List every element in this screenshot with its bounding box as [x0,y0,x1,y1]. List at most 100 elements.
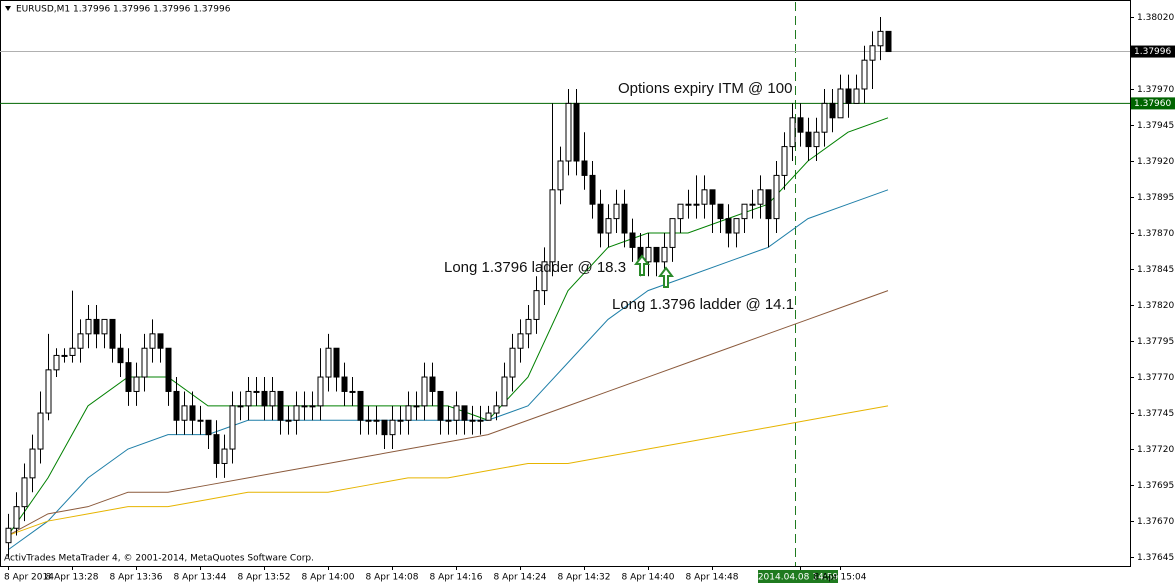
candle-body [349,390,356,393]
candle-body [613,203,620,220]
candle-body [285,419,292,422]
candle-body [381,419,388,436]
candle-body [437,390,444,421]
chart-title: EURUSD,M1 1.37996 1.37996 1.37996 1.3799… [16,5,231,15]
candle-body [269,390,276,407]
candle-body [245,390,252,407]
y-tick-label: 1.37770 [1137,373,1174,383]
candle-body [69,347,76,356]
x-tick-label: 8 Apr 14:16 [430,573,483,583]
y-tick-label: 1.37645 [1137,553,1174,563]
y-tick-label: 1.38020 [1137,13,1174,23]
candle-body [309,405,316,408]
candle-body [829,102,836,119]
candle-body [133,376,140,392]
candle-body [541,261,548,292]
x-tick-label: 8 Apr 14:48 [686,573,739,583]
candle-body [45,369,52,414]
menu-triangle [5,6,11,11]
candle-body [589,174,596,205]
candle-body [813,131,820,148]
candle-body [597,203,604,234]
candle-body [37,412,44,450]
y-tick-label: 1.37870 [1137,229,1174,239]
candle-body [469,419,476,422]
plot-frame [0,0,1131,567]
y-tick-label: 1.37920 [1137,157,1174,167]
candle-body [709,189,716,205]
candle-body [677,203,684,220]
y-tick-label: 1.37795 [1137,337,1174,347]
candle-body [277,390,284,421]
candle-body [525,318,532,335]
candle-body [725,218,732,234]
candle-body [501,376,508,407]
candle-body [557,160,564,191]
candle-body [493,405,500,414]
x-tick-label: 8 Apr 15:04 [814,573,867,583]
candle-body [149,333,156,349]
candle-body [765,189,772,220]
footer: ActivTrades MetaTrader 4, © 2001-2014, M… [4,554,314,564]
candle-body [109,318,116,349]
candle-body [789,117,796,148]
candle-body [565,102,572,162]
candle-body [93,318,100,335]
candle-body [605,218,612,234]
candle-body [341,376,348,392]
candle-body [5,527,12,544]
candle-body [717,203,724,220]
candle-body [21,477,28,508]
bid-label: 1.37996 [1134,47,1171,57]
candle-body [853,88,860,104]
candle-body [117,347,124,364]
candle-body [421,376,428,407]
candle-body [237,405,244,408]
candle-body [581,160,588,176]
candle-body [301,405,308,408]
candle-body [405,405,412,421]
x-tick-label: 8 Apr 14:24 [494,573,547,583]
candle-body [653,246,660,263]
candle-body [29,448,36,479]
y-tick-label: 1.37745 [1137,409,1174,419]
candle-body [333,347,340,378]
candle-body [517,333,524,349]
candle-body [429,376,436,392]
x-tick-label: 2014.04.08 14:59 [758,573,839,583]
annotation: Long 1.3796 ladder @ 18.3 [444,259,626,276]
candle-body [749,203,756,206]
candle-body [693,203,700,206]
candle-body [173,390,180,421]
candle-body [53,354,60,371]
candle-body [293,405,300,421]
x-tick-label: 8 Apr 14:08 [366,573,419,583]
candle-body [861,59,868,90]
candle-body [365,419,372,422]
annotation: Options expiry ITM @ 100 [618,80,792,97]
candle-body [157,333,164,349]
candle-body [869,45,876,61]
x-tick-label: 8 Apr 14:32 [558,573,611,583]
candle-body [669,218,676,248]
y-tick-label: 1.37670 [1137,517,1174,527]
candle-body [629,232,636,248]
candle-body [885,30,892,53]
x-tick-highlight [758,570,838,583]
candle-body [13,506,20,529]
y-tick-label: 1.37970 [1137,85,1174,95]
arrow-up [634,254,650,276]
candle-body [389,419,396,436]
candle-body [125,362,132,392]
x-tick-label: 8 Apr 13:36 [110,573,163,583]
candle-body [189,405,196,421]
candle-body [317,376,324,407]
candle-body [413,405,420,408]
candle-body [221,448,228,464]
y-tick-label: 1.37895 [1137,193,1174,203]
candle-body [741,203,748,220]
candle-body [445,419,452,422]
candle-body [453,405,460,421]
x-tick-label: 8 Apr 14:00 [302,573,355,583]
